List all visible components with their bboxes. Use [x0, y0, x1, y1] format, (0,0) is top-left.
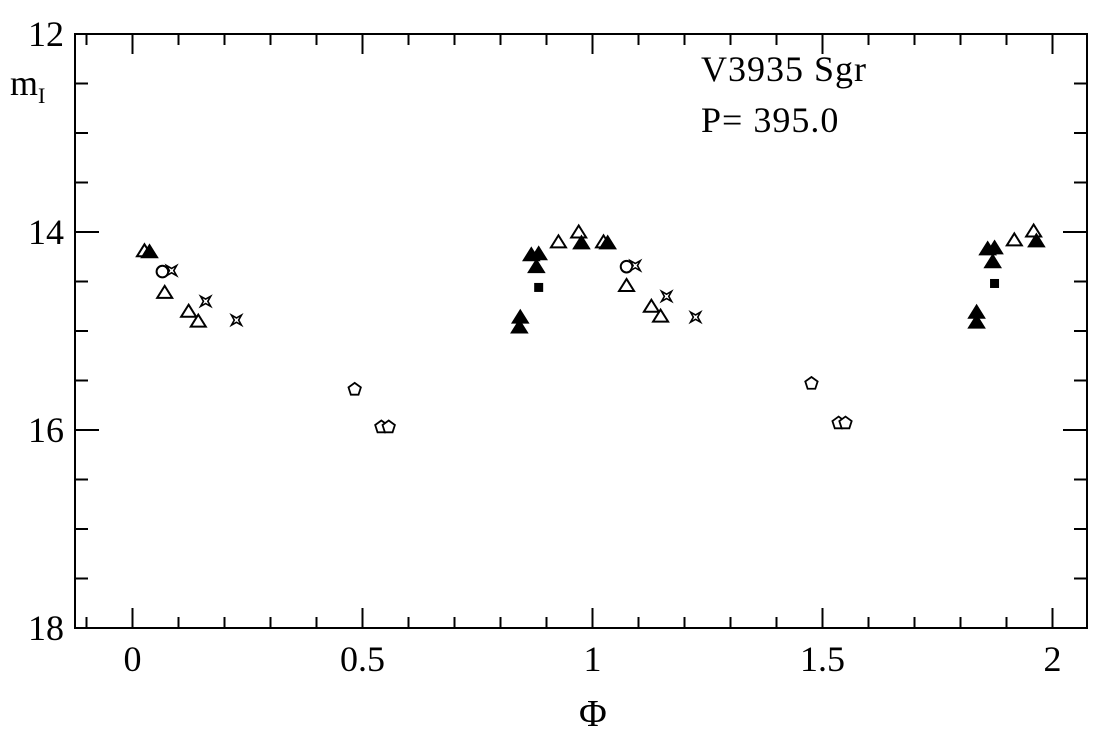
filled-triangle-marker: [510, 308, 530, 324]
y-axis-label: mI: [10, 62, 45, 109]
filled-triangle-marker: [985, 239, 1004, 255]
x-tick-label: 0: [123, 639, 142, 679]
y-tick-label: 16: [28, 410, 64, 450]
filled-square-marker: [534, 282, 544, 292]
y-tick-label: 18: [28, 608, 64, 648]
filled-square-marker: [990, 278, 1000, 288]
open-triangle-marker: [549, 233, 568, 249]
filled-triangle-marker: [572, 234, 591, 250]
x-tick-label: 1.5: [800, 639, 845, 679]
x-tick-label: 1: [583, 639, 602, 679]
open-pentagon-marker: [347, 381, 362, 396]
open-triangle-marker: [1005, 231, 1024, 247]
four-point-star-marker: [659, 289, 674, 304]
chart-title: V3935 Sgr: [701, 49, 868, 89]
y-axis-label-main: m: [10, 63, 39, 103]
filled-triangle-marker: [529, 245, 548, 261]
four-point-star-marker: [229, 313, 244, 328]
open-pentagon-marker: [804, 375, 819, 390]
filled-triangle-marker: [527, 258, 546, 274]
y-axis-label-subscript: I: [38, 83, 46, 109]
x-axis-label: Φ: [579, 693, 607, 735]
x-tick-label: 2: [1043, 639, 1062, 679]
plot-frame: [74, 33, 1088, 629]
open-pentagon-marker: [381, 419, 396, 434]
open-triangle-marker: [179, 302, 198, 318]
y-tick-label: 12: [28, 14, 64, 54]
filled-triangle-marker: [140, 243, 159, 259]
open-triangle-marker: [569, 223, 589, 239]
filled-triangle-marker: [983, 253, 1003, 269]
four-point-star-marker: [164, 263, 179, 278]
x-tick-label: 0.5: [340, 639, 385, 679]
open-triangle-marker: [155, 284, 175, 299]
filled-triangle-marker: [1027, 232, 1046, 248]
open-triangle-marker: [651, 307, 670, 323]
open-triangle-marker: [1024, 222, 1043, 238]
four-point-star-marker: [688, 310, 703, 325]
open-triangle-marker: [642, 297, 661, 313]
open-pentagon-marker: [838, 415, 853, 430]
filled-triangle-marker: [967, 313, 986, 329]
period-label: P= 395.0: [701, 100, 840, 140]
filled-triangle-marker: [598, 234, 617, 250]
filled-triangle-marker: [510, 318, 529, 334]
open-triangle-marker: [188, 312, 208, 328]
y-tick-label: 14: [28, 212, 64, 252]
four-point-star-marker: [198, 294, 213, 309]
open-triangle-marker: [617, 277, 636, 292]
four-point-star-marker: [628, 258, 643, 273]
